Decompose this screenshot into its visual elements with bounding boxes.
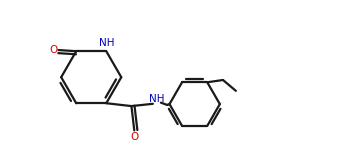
Text: NH: NH (99, 38, 115, 48)
Text: O: O (130, 132, 139, 142)
Text: NH: NH (149, 94, 165, 104)
Text: O: O (49, 45, 57, 55)
